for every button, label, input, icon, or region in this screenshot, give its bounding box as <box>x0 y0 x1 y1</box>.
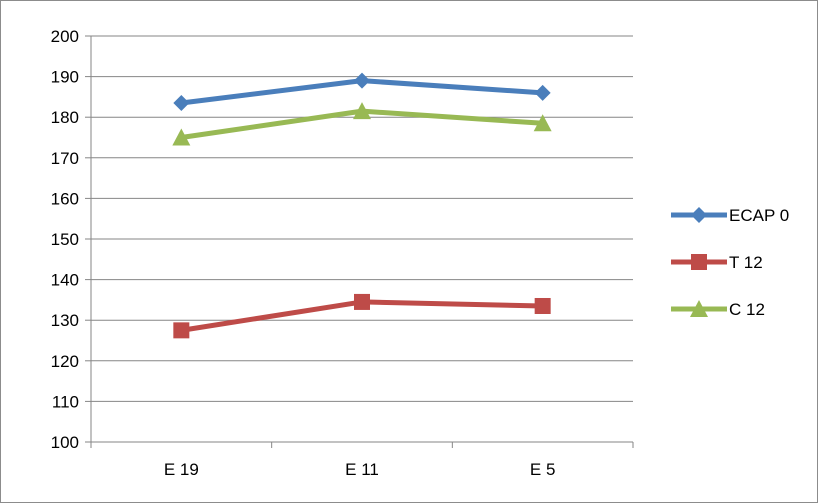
y-tick-label: 110 <box>52 392 79 411</box>
y-tick-label: 120 <box>51 352 79 371</box>
legend-marker <box>690 300 708 317</box>
gridlines <box>91 35 633 443</box>
legend-marker <box>691 207 707 223</box>
y-tick-label: 160 <box>51 189 79 208</box>
y-tick-label: 180 <box>51 108 79 127</box>
x-tick-label: E 19 <box>164 460 199 479</box>
y-tick-label: 150 <box>51 230 79 249</box>
y-tick-label: 100 <box>51 433 79 452</box>
legend-label: ECAP 0 <box>729 206 789 225</box>
data-point <box>534 297 551 314</box>
y-tick-label: 200 <box>51 27 79 46</box>
x-tick-label: E 5 <box>530 460 556 479</box>
legend: ECAP 0 T 12 C 12 <box>671 206 789 319</box>
data-point <box>172 128 191 146</box>
data-point <box>354 293 370 310</box>
data-point <box>173 322 190 339</box>
data-point <box>534 84 551 101</box>
y-tick-label: 190 <box>51 68 79 87</box>
y-tick-label: 130 <box>51 311 79 330</box>
axes: 100 110 120 130 140 150 160 170 180 190 200 E 19 E 1… <box>51 27 634 479</box>
data-point <box>354 72 370 89</box>
series-lines <box>172 72 552 339</box>
legend-marker <box>691 254 707 270</box>
legend-label: C 12 <box>729 300 765 319</box>
data-point <box>173 94 190 111</box>
legend-label: T 12 <box>729 253 763 272</box>
y-tick-label: 140 <box>51 271 79 290</box>
y-tick-label: 170 <box>51 149 79 168</box>
data-point <box>533 114 552 132</box>
x-tick-label: E 11 <box>345 460 379 479</box>
data-point <box>353 102 371 120</box>
